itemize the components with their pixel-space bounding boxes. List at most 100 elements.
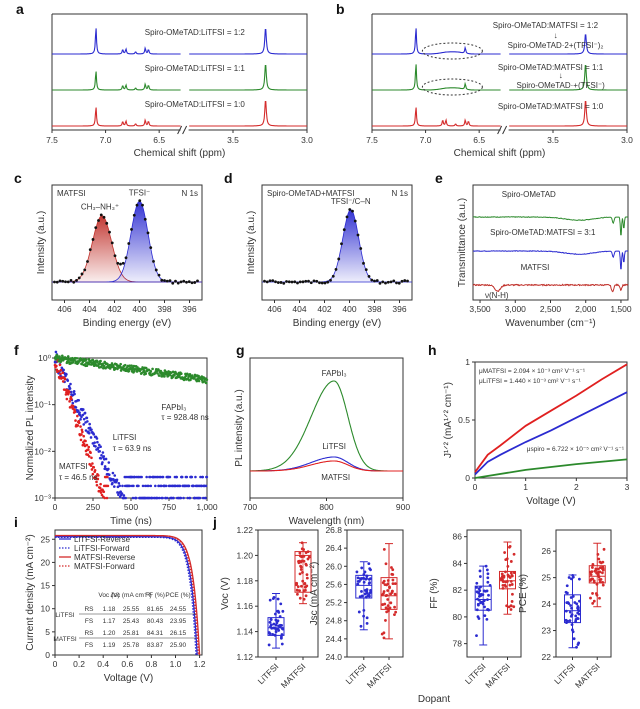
data-point xyxy=(304,562,308,566)
x-tick-label: 406 xyxy=(267,304,281,314)
data-point xyxy=(130,227,133,231)
x-tick-label: 3,000 xyxy=(505,304,527,314)
nmr-series-2 xyxy=(52,64,307,91)
data-point xyxy=(91,462,94,465)
data-point xyxy=(58,279,62,283)
data-point xyxy=(390,591,394,594)
x-axis-title: Wavenumber (cm⁻¹) xyxy=(505,318,595,329)
data-point xyxy=(271,279,275,283)
data-point xyxy=(362,614,366,618)
legend-label: LiTFSI-Reverse xyxy=(74,535,131,544)
data-point xyxy=(477,598,481,602)
data-point xyxy=(369,568,372,572)
data-point xyxy=(75,278,78,282)
data-point xyxy=(567,576,571,579)
data-point xyxy=(576,611,580,615)
data-point xyxy=(131,496,135,500)
x-tick-label: 0 xyxy=(53,659,58,669)
panel-label-h: h xyxy=(428,342,437,358)
data-point xyxy=(597,567,600,571)
mobility-label: μspiro = 6.722 × 10⁻⁵ cm² V⁻¹ s⁻¹ xyxy=(527,446,625,453)
data-point xyxy=(601,566,605,570)
data-point xyxy=(159,369,163,373)
data-point xyxy=(276,281,280,284)
data-point xyxy=(393,613,396,617)
data-point xyxy=(157,273,161,277)
table-header: PCE (%) xyxy=(165,592,190,599)
panel-label-e: e xyxy=(435,170,443,186)
data-point xyxy=(159,475,162,479)
data-point xyxy=(577,609,581,613)
data-point xyxy=(88,248,92,252)
data-point xyxy=(477,617,481,620)
data-point xyxy=(597,557,601,561)
y-tick-label: 10⁻² xyxy=(34,446,51,456)
data-point xyxy=(140,371,143,375)
data-point xyxy=(185,280,188,284)
x-tick-label: 398 xyxy=(367,304,381,314)
data-point xyxy=(66,355,70,358)
data-point xyxy=(267,631,271,634)
data-point xyxy=(152,259,155,263)
x-tick-label: 406 xyxy=(57,304,71,314)
data-point xyxy=(337,257,341,261)
data-point xyxy=(298,589,301,593)
data-point xyxy=(116,261,120,265)
series-label: Spiro-OMeTAD:LiTFSI = 1:2 xyxy=(145,28,246,37)
data-point xyxy=(483,605,486,609)
data-point xyxy=(334,268,338,271)
data-point xyxy=(117,493,120,497)
data-point xyxy=(61,371,65,375)
data-point xyxy=(143,484,147,488)
data-point xyxy=(577,606,580,610)
data-point xyxy=(568,610,572,614)
data-point xyxy=(368,581,372,585)
peak-label: CH₃–NH₃⁺ xyxy=(81,203,119,212)
data-point xyxy=(180,475,184,479)
data-point xyxy=(77,421,81,425)
data-point xyxy=(192,484,195,488)
x-tick-label: 1 xyxy=(523,482,528,492)
data-point xyxy=(190,281,194,285)
data-point xyxy=(201,496,205,500)
data-point xyxy=(179,280,183,284)
y-axis-title: PCE (%) xyxy=(518,574,529,613)
y-axis-title: Normalized PL intensity xyxy=(25,376,36,481)
x-axis-title: Binding energy (eV) xyxy=(83,318,171,329)
y-tick-label: 80 xyxy=(453,612,463,622)
data-point xyxy=(302,597,306,601)
data-point xyxy=(362,573,366,576)
data-point xyxy=(205,378,209,381)
data-point xyxy=(69,278,73,282)
data-point xyxy=(164,484,168,488)
data-point xyxy=(116,367,119,371)
data-point xyxy=(296,585,300,589)
data-point xyxy=(287,280,291,284)
data-point xyxy=(143,217,147,221)
table-cell: 25.55 xyxy=(123,606,140,613)
x-axis-title: Wavelength (nm) xyxy=(289,516,365,527)
data-point xyxy=(511,592,514,596)
data-point xyxy=(295,588,299,592)
ftir-series-3 xyxy=(472,283,629,293)
data-point xyxy=(85,443,89,447)
data-point xyxy=(599,578,603,581)
panel-label-b: b xyxy=(336,1,345,17)
data-point xyxy=(362,261,365,265)
data-point xyxy=(190,475,194,479)
data-point xyxy=(176,281,180,285)
data-point xyxy=(477,587,481,590)
x-tick-label: 500 xyxy=(124,502,138,512)
data-point xyxy=(363,570,367,574)
data-point xyxy=(149,484,153,488)
data-point xyxy=(157,484,161,488)
data-point xyxy=(364,268,368,272)
data-point xyxy=(391,568,395,572)
data-point xyxy=(300,559,304,563)
table-cell: 26.15 xyxy=(170,630,187,637)
data-point xyxy=(297,560,300,563)
x-tick-label: 0.4 xyxy=(97,659,109,669)
data-point xyxy=(187,484,191,488)
data-point xyxy=(99,457,103,460)
data-point xyxy=(141,203,144,207)
